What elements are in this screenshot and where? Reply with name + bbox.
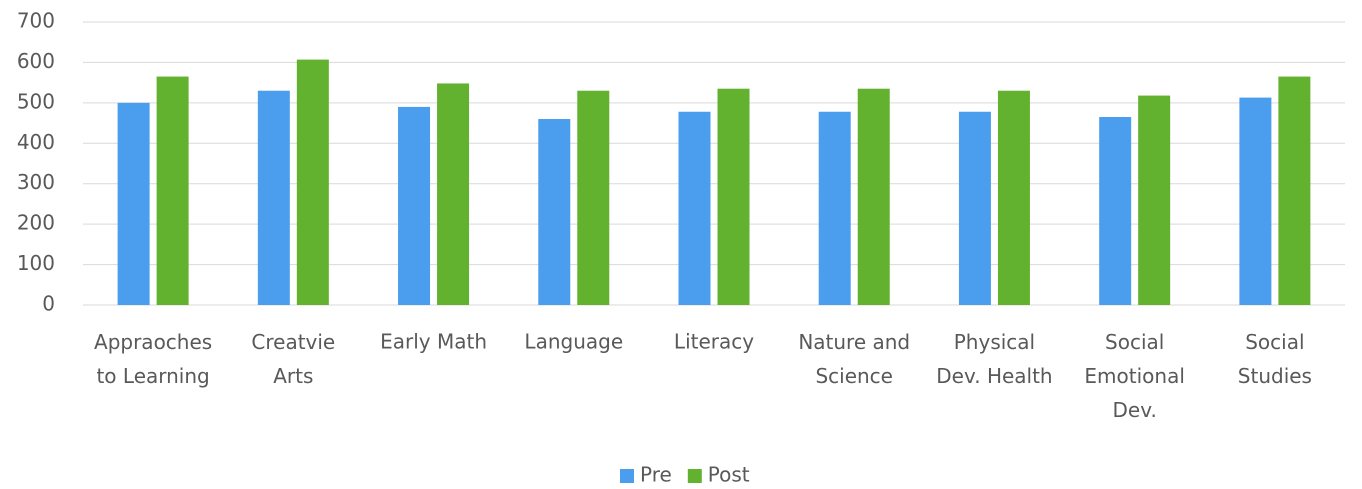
bar [437,83,470,305]
bar [538,119,571,306]
bar [857,88,890,305]
bar [717,88,750,305]
y-tick-label: 600 [17,49,55,73]
bar [296,59,329,305]
bar [117,102,150,305]
legend-swatch [620,469,634,483]
bar [818,111,851,305]
bar [257,90,290,305]
bar [1278,76,1311,305]
x-tick-label: Nature and Science [798,330,910,388]
bar [156,76,189,305]
y-tick-label: 100 [17,251,55,275]
x-tick-label: Physical Dev. Health [936,330,1052,388]
bar [577,90,610,305]
bar [1138,95,1171,305]
bar [1099,117,1132,305]
x-tick-label: Language [524,330,623,354]
y-tick-label: 500 [17,89,55,113]
bar [958,111,991,305]
legend-swatch [687,469,702,483]
y-tick-label: 400 [17,130,55,154]
x-tick-label: Social Emotional Dev. [1084,330,1184,422]
x-tick-label: Early Math [380,330,487,354]
x-tick-label: Creatvie Arts [251,330,335,388]
x-tick-label: Literacy [674,330,754,354]
bar [997,90,1030,305]
x-tick-label: Appraoches to Learning [94,330,212,388]
bar [1239,97,1272,305]
legend-label: Pre [640,463,672,487]
y-tick-label: 200 [17,211,55,235]
y-tick-label: 300 [17,170,55,194]
legend-label: Post [708,463,750,487]
y-tick-label: 0 [42,292,55,316]
y-tick-label: 700 [17,9,55,33]
bar [398,106,431,306]
x-tick-label: Social Studies [1238,330,1312,388]
bar [678,111,711,305]
